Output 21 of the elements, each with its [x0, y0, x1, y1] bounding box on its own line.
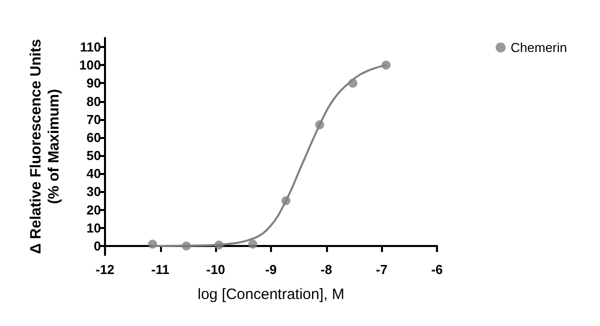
x-tick-label: -12	[96, 262, 114, 277]
y-tick-label: 20	[86, 202, 101, 218]
x-tick-label: -9	[265, 262, 277, 277]
y-tick-label: 80	[86, 94, 101, 109]
y-axis-title: Δ Relative Fluorescence Units (% of Maximum)	[28, 38, 62, 254]
x-tick-label: -6	[431, 262, 443, 277]
y-tick-label: 10	[86, 220, 101, 236]
y-tick-label: 40	[86, 166, 101, 182]
y-tick-label: 100	[79, 58, 101, 73]
y-tick-label: 110	[80, 40, 101, 55]
x-axis-title: log [Concentration], M	[198, 286, 344, 303]
x-tick-label: -8	[320, 262, 332, 277]
x-tick-label: -11	[151, 262, 170, 277]
y-tick-label: 50	[86, 148, 101, 164]
y-tick-label: 30	[86, 184, 101, 200]
x-tick-label: -10	[206, 262, 226, 277]
x-tick-label: -7	[376, 262, 388, 277]
y-tick-label: 90	[86, 76, 101, 91]
point	[248, 240, 258, 249]
y-tick-label: 60	[86, 130, 101, 145]
legend-label: Chemerin	[510, 40, 568, 55]
